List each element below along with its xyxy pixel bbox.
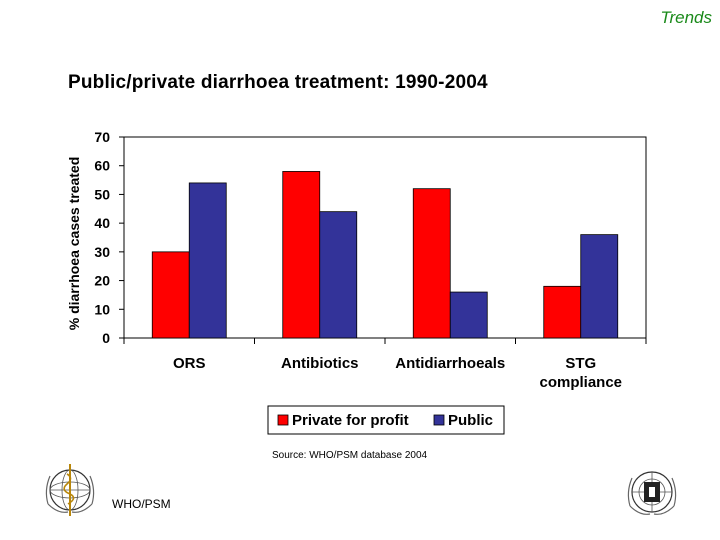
bar-public-ors [188, 182, 227, 339]
x-tick-label: STG compliance [539, 355, 622, 391]
bar-public-antibiotics [319, 211, 358, 339]
legend-label: Public [448, 412, 493, 429]
legend-box [267, 405, 505, 435]
y-tick-label: 50 [94, 186, 110, 202]
y-tick-label: 0 [102, 330, 110, 346]
y-tick-label: 20 [94, 273, 110, 289]
x-tick-label: Antibiotics [281, 355, 359, 372]
section-tag: Trends [660, 8, 712, 27]
bar-private-antibiotics [282, 171, 321, 339]
bar-public-antidiarrhoeals [449, 291, 488, 339]
y-tick-label: 40 [94, 215, 110, 231]
bar-private-stg-compliance [543, 285, 582, 339]
legend-label: Private for profit [292, 412, 409, 429]
y-tick-label: 60 [94, 158, 110, 174]
x-tick-label: Antidiarrhoeals [395, 355, 505, 372]
bar-chart: 0 10 20 30 40 50 60 70 % diarrhoea cases treated… [66, 129, 647, 435]
source-note: Source: WHO/PSM database 2004 [272, 450, 428, 461]
legend-swatch [277, 414, 289, 426]
slide-title: Public/private diarrhoea treatment: 1990… [68, 72, 488, 93]
bar-private-ors [151, 251, 190, 339]
y-axis-label: % diarrhoea cases treated [66, 157, 82, 331]
bar-private-antidiarrhoeals [412, 188, 451, 339]
org-label: WHO/PSM [112, 497, 171, 511]
y-tick-label: 70 [94, 129, 110, 145]
who-emblem-icon [45, 464, 95, 516]
un-emblem-icon [627, 471, 677, 515]
y-tick-label: 30 [94, 244, 110, 260]
legend-swatch [433, 414, 445, 426]
x-tick-label: ORS [173, 355, 206, 372]
chart-plot-area: 0 10 20 30 40 50 60 70 % diarrhoea cases treated… [66, 129, 647, 435]
y-tick-label: 10 [94, 301, 110, 317]
bar-public-stg-compliance [580, 234, 619, 339]
